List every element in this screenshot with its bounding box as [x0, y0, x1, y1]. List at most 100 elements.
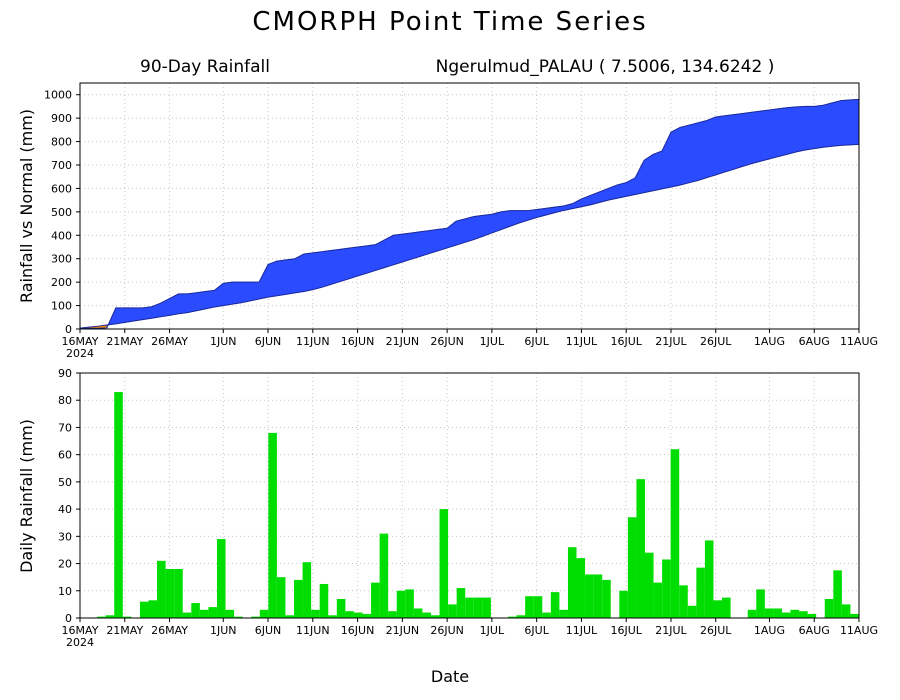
top-ytick-label: 900: [51, 112, 72, 125]
bottom-xtick-label: 6AUG: [799, 624, 830, 637]
daily-rain-bar: [567, 547, 577, 618]
surplus-segment: [124, 307, 135, 323]
surplus-segment: [733, 113, 743, 170]
surplus-segment: [312, 251, 323, 291]
surplus-segment: [706, 116, 717, 179]
daily-rain-bar: [430, 615, 440, 618]
top-ytick-label: 1000: [44, 89, 72, 102]
surplus-segment: [419, 230, 430, 257]
daily-rain-bar: [251, 616, 260, 618]
daily-rain-bar: [379, 533, 389, 618]
bottom-ytick-label: 20: [58, 558, 72, 571]
top-xtick-label: 11JUL: [566, 335, 598, 348]
bottom-xtick-label: 16JUL: [610, 624, 642, 637]
surplus-segment: [115, 307, 126, 325]
daily-rain-bar: [542, 612, 551, 618]
surplus-segment: [831, 100, 842, 147]
surplus-segment: [428, 229, 439, 254]
daily-rain-bar: [225, 609, 235, 618]
bottom-xtick-label: 16JUN: [341, 624, 375, 637]
top-xtick-label: 6AUG: [799, 335, 830, 348]
surplus-segment: [769, 108, 779, 160]
daily-rain-bar: [405, 589, 414, 618]
top-xtick-label: 11AUG: [840, 335, 878, 348]
daily-rain-bar: [139, 601, 149, 618]
top-y-ticks: 0 100 200 300 400 500 600 700 800 900 1000: [44, 89, 80, 336]
surplus-segment: [822, 102, 833, 148]
daily-rain-bar: [473, 597, 483, 618]
top-ytick-label: 600: [51, 182, 72, 195]
daily-rain-bar: [559, 609, 568, 618]
top-xtick-label: 21MAY: [106, 335, 143, 348]
surplus-segment: [187, 292, 197, 313]
surplus-segment: [330, 249, 340, 285]
surplus-segment: [196, 291, 206, 312]
daily-rain-bar: [422, 612, 431, 618]
top-xtick-label: 16MAY: [62, 335, 99, 348]
daily-rain-bar: [234, 616, 243, 618]
bottom-xtick-label: 21JUN: [386, 624, 420, 637]
surplus-segment: [473, 215, 484, 240]
daily-rain-bar: [353, 612, 363, 618]
daily-rain-bar: [345, 611, 354, 618]
surplus-segment: [804, 106, 815, 151]
surplus-segment: [267, 260, 278, 298]
top-xtick-label: 1JUN: [210, 335, 237, 348]
daily-rain-bar: [465, 597, 474, 618]
top-xtick-label: 1AUG: [754, 335, 785, 348]
bottom-xtick-label: 6JUN: [255, 624, 282, 637]
bottom-xtick-label: 6JUL: [524, 624, 549, 637]
bottom-plot-frame: [79, 372, 860, 619]
surplus-segment: [787, 106, 797, 155]
bottom-bars: [97, 392, 859, 618]
daily-rain-bar: [525, 596, 534, 618]
bottom-xtick-label: 21MAY: [106, 624, 143, 637]
surplus-segment: [742, 111, 752, 167]
daily-rain-bar: [456, 588, 466, 618]
bottom-grid: [79, 372, 860, 618]
surplus-segment: [393, 233, 403, 266]
bottom-xtick-label: 1JUL: [480, 624, 505, 637]
chart-subtitle-right: Ngerulmud_PALAU ( 7.5006, 134.6242 ): [436, 57, 775, 77]
surplus-segment: [222, 281, 233, 306]
daily-rain-bar: [388, 611, 397, 618]
top-ytick-label: 200: [51, 276, 72, 289]
daily-rain-bar: [208, 607, 217, 618]
surplus-segment: [258, 264, 269, 300]
daily-rain-bar: [448, 604, 457, 618]
surplus-segment: [679, 124, 690, 186]
bottom-xtick-label: 1JUN: [210, 624, 237, 637]
daily-rain-bar: [790, 609, 800, 618]
daily-rain-bar: [439, 509, 449, 618]
rainfall-line: [79, 98, 860, 330]
top-xtick-label: 16JUL: [610, 335, 642, 348]
bottom-ytick-label: 80: [58, 394, 72, 407]
daily-rain-bar: [670, 449, 680, 618]
surplus-segment: [697, 120, 708, 181]
daily-rain-bar: [627, 517, 637, 618]
daily-rain-bar: [696, 567, 705, 618]
daily-rain-bar: [662, 559, 671, 618]
surplus-segment: [455, 218, 466, 246]
daily-rain-bar: [105, 615, 115, 618]
daily-rain-bar: [336, 598, 346, 618]
bottom-ytick-label: 10: [58, 585, 72, 598]
surplus-segment: [410, 231, 421, 260]
surplus-segment: [276, 259, 287, 297]
daily-rain-bar: [756, 589, 765, 618]
bottom-ytick-label: 30: [58, 530, 72, 543]
top-xtick-year-label: 2024: [66, 347, 94, 360]
daily-rain-bar: [704, 540, 714, 618]
surplus-segment: [384, 234, 394, 269]
surplus-segment: [724, 114, 734, 173]
top-panel: 0 100 200 300 400 500 600 700 800 900 1000 16MAY20…: [17, 82, 878, 360]
chart-title: CMORPH Point Time Series: [252, 7, 647, 37]
top-ytick-label: 500: [51, 206, 72, 219]
bottom-ytick-label: 50: [58, 476, 72, 489]
surplus-segment: [303, 252, 314, 292]
daily-rain-bar: [482, 597, 491, 618]
surplus-segment: [375, 239, 385, 271]
top-ytick-label: 800: [51, 136, 72, 149]
daily-rain-bar: [687, 605, 697, 618]
